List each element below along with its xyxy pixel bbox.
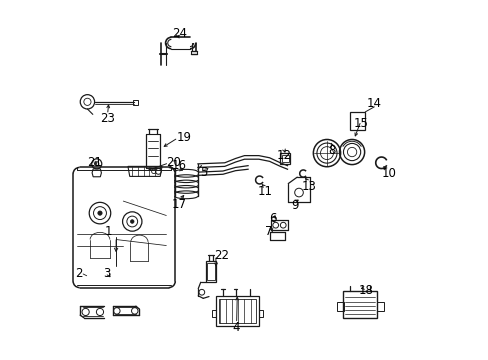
Bar bbox=[258, 310, 263, 318]
Circle shape bbox=[98, 211, 102, 215]
Bar bbox=[218, 299, 255, 323]
Bar bbox=[281, 154, 288, 162]
Bar bbox=[207, 263, 215, 280]
Bar bbox=[215, 296, 258, 326]
Text: 11: 11 bbox=[257, 185, 272, 198]
Text: 20: 20 bbox=[166, 156, 181, 169]
Text: 21: 21 bbox=[87, 156, 102, 168]
Text: 9: 9 bbox=[291, 199, 298, 212]
Text: 5: 5 bbox=[200, 166, 207, 179]
Text: 8: 8 bbox=[328, 144, 335, 157]
Text: 23: 23 bbox=[100, 112, 115, 125]
Bar bbox=[336, 302, 343, 311]
Bar bbox=[280, 153, 290, 164]
Text: 15: 15 bbox=[353, 117, 368, 130]
Text: 17: 17 bbox=[171, 198, 186, 211]
Circle shape bbox=[130, 220, 134, 223]
Bar bbox=[133, 100, 137, 105]
Bar bbox=[376, 302, 384, 311]
Bar bbox=[211, 310, 215, 318]
Text: 4: 4 bbox=[232, 320, 240, 333]
Text: 7: 7 bbox=[264, 225, 272, 238]
Text: 10: 10 bbox=[381, 167, 395, 180]
Bar bbox=[343, 291, 376, 318]
Text: 16: 16 bbox=[171, 159, 186, 172]
Text: 19: 19 bbox=[177, 131, 192, 144]
Text: 13: 13 bbox=[301, 180, 316, 193]
Bar bbox=[206, 261, 216, 282]
Text: 22: 22 bbox=[213, 249, 228, 262]
Text: 2: 2 bbox=[75, 267, 82, 280]
Text: 1: 1 bbox=[104, 225, 112, 238]
Bar bbox=[349, 112, 365, 130]
Text: 6: 6 bbox=[269, 212, 276, 225]
Text: 3: 3 bbox=[102, 267, 110, 280]
Text: 12: 12 bbox=[277, 149, 291, 162]
Text: 18: 18 bbox=[358, 284, 372, 297]
Text: 24: 24 bbox=[172, 27, 187, 40]
Text: 14: 14 bbox=[366, 98, 381, 111]
